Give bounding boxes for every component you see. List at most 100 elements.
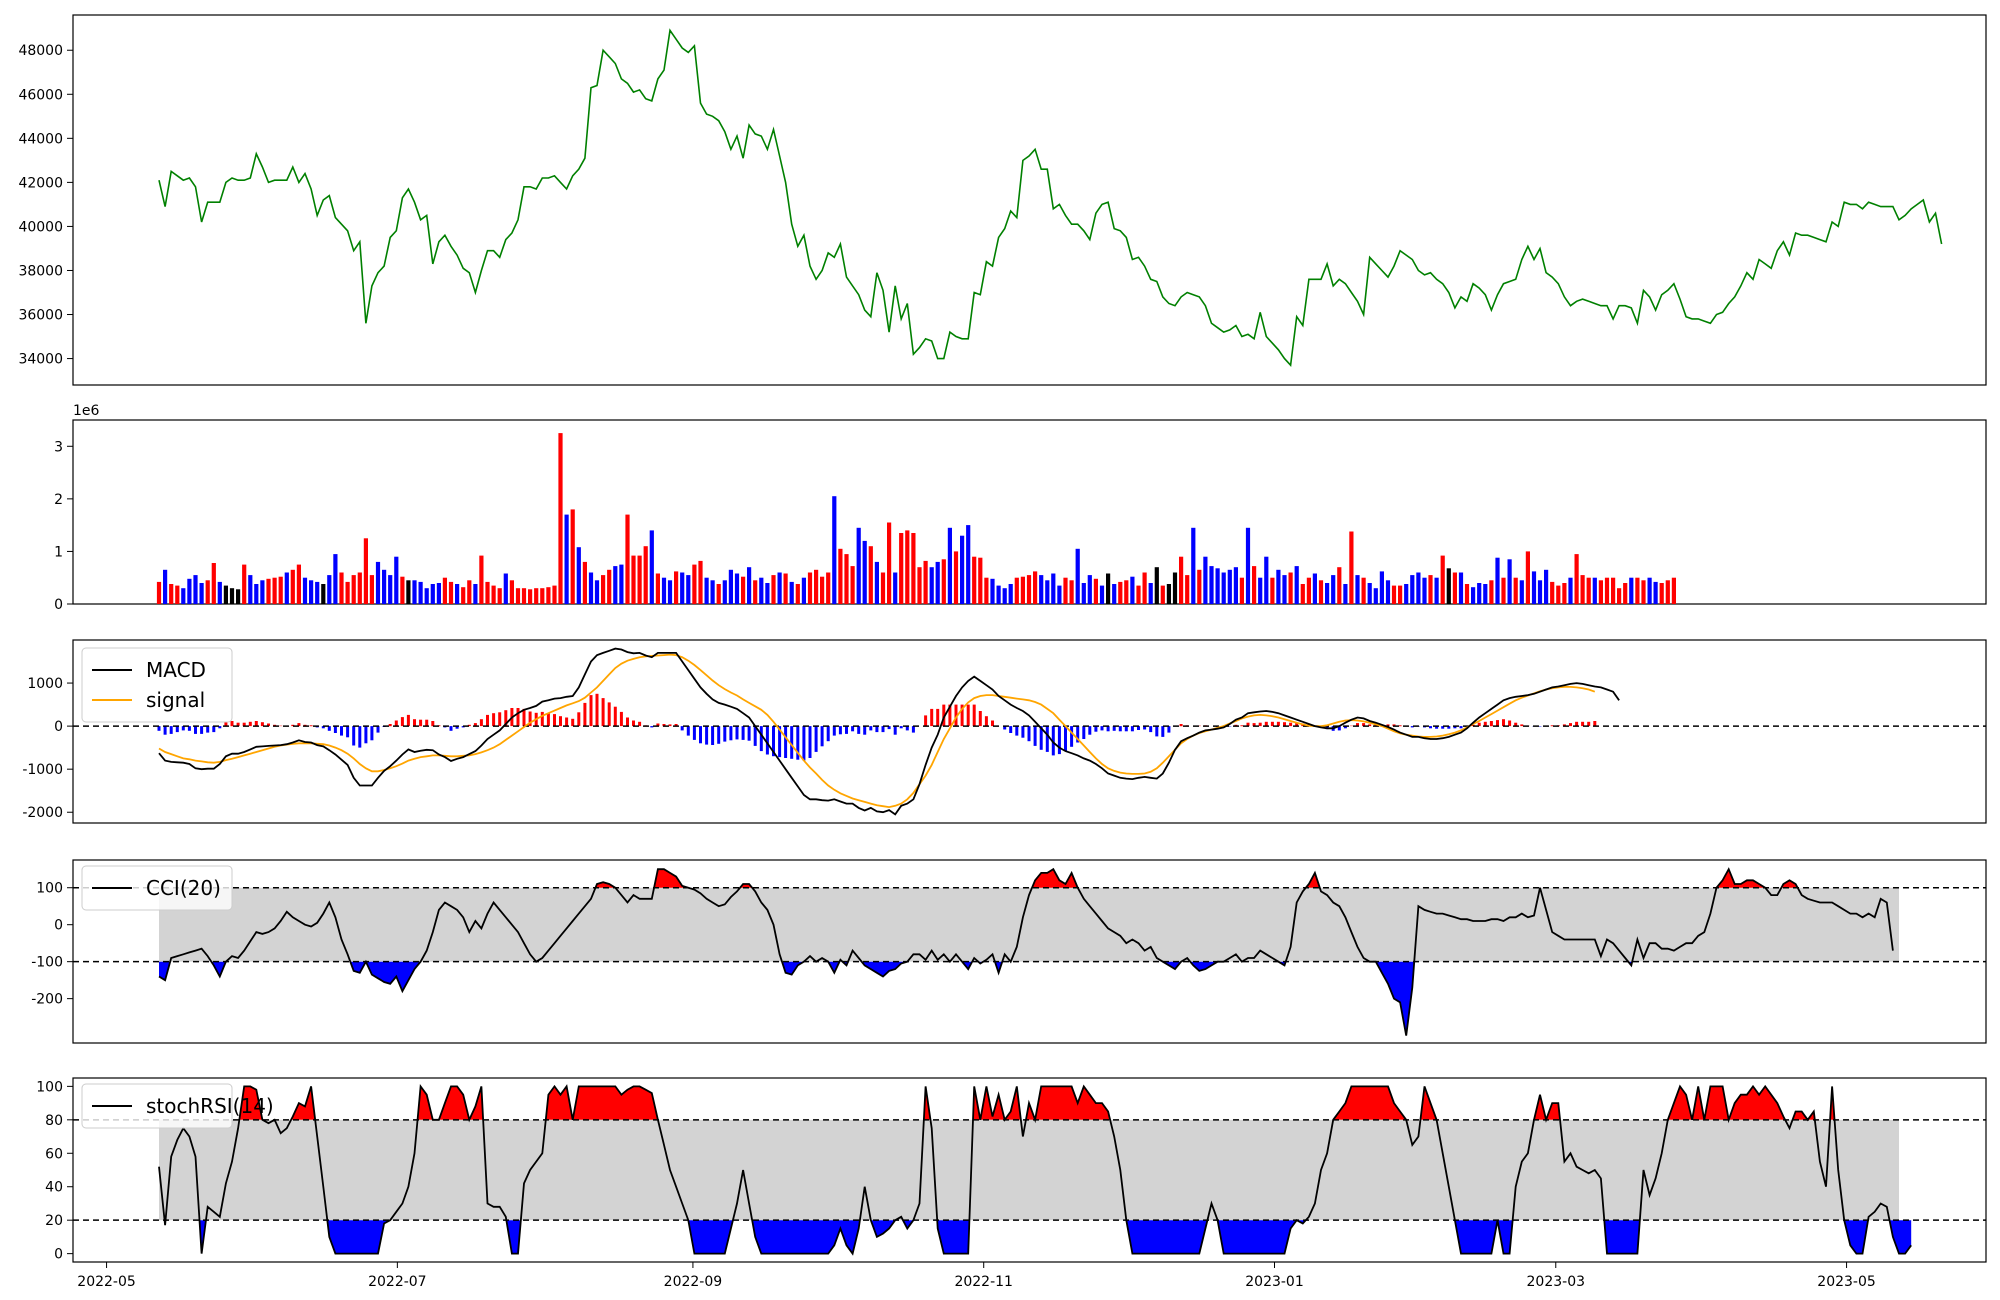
x-axis: 2022-05 2022-07 2022-09 2022-11 2023-01 2023-… (77, 1262, 1876, 1290)
macd-histogram-bar (589, 695, 593, 727)
volume-bar (1166, 584, 1171, 604)
volume-bar (412, 580, 417, 604)
y-tick-label: 0 (54, 597, 63, 613)
volume-bar (686, 575, 691, 604)
macd-histogram-bar (169, 726, 173, 734)
volume-bar (1039, 575, 1044, 604)
volume-bar (923, 560, 928, 604)
stochrsi-overbought-fill (1792, 1111, 1808, 1120)
macd-histogram-bar (1039, 726, 1043, 750)
axes-frame (72, 859, 1987, 1044)
macd-histogram-bar (924, 715, 928, 727)
volume-bar (491, 585, 496, 604)
volume-bar (1215, 568, 1220, 604)
volume-bar (1312, 573, 1317, 604)
volume-bar (1580, 575, 1585, 604)
volume-bar (1185, 575, 1190, 604)
volume-bar (838, 548, 843, 604)
stochrsi-overbought-fill (438, 1086, 470, 1120)
volume-bar (1227, 569, 1232, 604)
volume-bar (625, 514, 630, 604)
macd-histogram-bar (796, 726, 800, 760)
cci-oversold-fill (159, 961, 171, 981)
stochrsi-oversold-fill (1497, 1220, 1513, 1254)
volume-bar (345, 581, 350, 604)
cci-overbought-fill (1716, 869, 1766, 888)
stochrsi-overbought-fill (1692, 1086, 1705, 1120)
cci-overbought-fill (1781, 880, 1798, 888)
macd-histogram-bar (954, 704, 958, 727)
macd-histogram-bar (966, 704, 970, 727)
volume-bar (461, 587, 466, 604)
macd-histogram-bar (224, 722, 228, 727)
macd-histogram-bar (553, 714, 556, 727)
volume-bar (1130, 576, 1135, 604)
volume-bar (570, 509, 575, 604)
macd-histogram-bar (911, 726, 915, 733)
volume-bar (1385, 580, 1391, 604)
y-tick-label: 46000 (18, 87, 63, 103)
volume-bar (1355, 575, 1360, 604)
macd-histogram-bar (1094, 726, 1098, 732)
volume-bar (868, 546, 873, 604)
volume-bar (905, 530, 910, 604)
volume-bar (1495, 557, 1500, 604)
y-tick-label: 0 (54, 1247, 63, 1263)
volume-bar (521, 588, 527, 604)
volume-bar (558, 433, 563, 604)
volume-bar (1124, 580, 1129, 604)
macd-histogram-bar (309, 725, 313, 727)
volume-bar (710, 580, 715, 604)
volume-bar (680, 572, 685, 604)
volume-bar (315, 581, 320, 604)
volume-bar (1446, 568, 1451, 604)
macd-histogram-bar (857, 726, 861, 734)
macd-histogram-bar (187, 726, 191, 731)
macd-signal-line (158, 653, 1596, 809)
volume-bar (1434, 577, 1439, 604)
macd-histogram-bar (650, 726, 654, 728)
y-tick-label: -200 (31, 992, 63, 1008)
macd-histogram-bar (838, 726, 842, 735)
volume-bar (698, 560, 703, 604)
stochrsi-oversold-fill (1889, 1220, 1912, 1254)
cci-line (158, 867, 1894, 1036)
volume-bar (1653, 581, 1658, 604)
macd-histogram-bar (595, 693, 599, 727)
volume-bar (1245, 527, 1251, 604)
volume-bar (260, 580, 265, 604)
macd-histogram-bar (905, 726, 909, 731)
volume-bar (734, 573, 740, 604)
volume-bar (1148, 583, 1153, 604)
macd-histogram-bar (845, 726, 848, 734)
volume-bar (448, 581, 454, 604)
volume-bar (661, 577, 667, 604)
volume-bar (1556, 585, 1561, 604)
volume-bar (1507, 559, 1512, 604)
x-tick-label: 2023-03 (1527, 1274, 1586, 1290)
volume-bar (777, 572, 782, 604)
cci-oversold-fill (861, 961, 908, 977)
volume-bar (211, 563, 216, 604)
volume-bar (497, 588, 502, 604)
macd-histogram-bar (936, 708, 940, 727)
macd-histogram-bar (1441, 726, 1445, 729)
volume-bar (1306, 577, 1311, 604)
volume-bar (388, 575, 393, 604)
macd-histogram-bar (1569, 723, 1572, 727)
volume-bar (1075, 548, 1080, 604)
macd-histogram-bar (1386, 724, 1390, 727)
macd-histogram-bar (230, 721, 234, 727)
volume-bar (850, 566, 855, 604)
volume-bar (722, 580, 727, 604)
macd-histogram-bar (735, 726, 739, 740)
volume-bar (442, 577, 447, 604)
volume-bar (765, 583, 770, 604)
volume-bar (528, 589, 533, 604)
macd-histogram-bar (832, 726, 836, 736)
macd-histogram-bar (455, 726, 459, 729)
volume-bar (1428, 575, 1433, 604)
macd-histogram-bar (626, 717, 629, 727)
volume-bar (1033, 571, 1038, 604)
volume-bar (1647, 577, 1652, 604)
